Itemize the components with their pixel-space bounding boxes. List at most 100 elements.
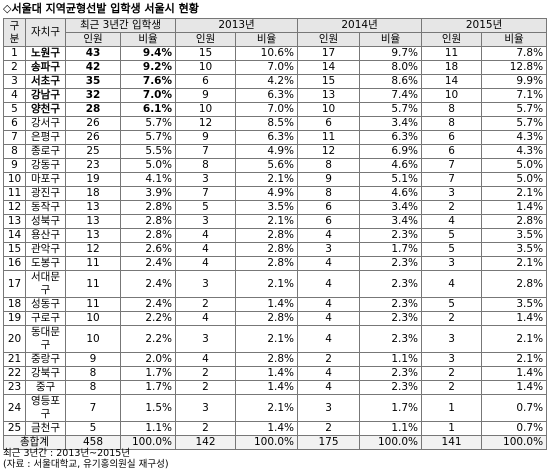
cell: 12 bbox=[297, 144, 361, 159]
table-row: 21 중랑구 9 2.0% 4 2.8% 2 1.1% 3 2.1% bbox=[3, 352, 548, 367]
district-cell: 도봉구 bbox=[25, 256, 66, 271]
cell: 2.1% bbox=[481, 352, 548, 367]
cell: 4.9% bbox=[235, 144, 299, 159]
table-row: 16 도봉구 11 2.4% 4 2.8% 4 2.3% 3 2.1% bbox=[3, 256, 548, 271]
district-cell: 광진구 bbox=[25, 186, 66, 201]
cell: 2 bbox=[3, 60, 26, 75]
cell: 4.6% bbox=[359, 186, 423, 201]
cell: 8 bbox=[297, 186, 361, 201]
cell: 1.4% bbox=[481, 380, 548, 395]
cell: 2.8% bbox=[235, 256, 299, 271]
cell: 2.3% bbox=[359, 311, 423, 326]
cell: 6 bbox=[297, 200, 361, 215]
cell: 2.1% bbox=[235, 172, 299, 187]
cell: 6 bbox=[421, 130, 483, 145]
total-cell: 100.0% bbox=[359, 435, 423, 450]
cell: 13 bbox=[297, 88, 361, 103]
cell: 1.4% bbox=[235, 297, 299, 312]
cell: 1.4% bbox=[235, 421, 299, 436]
cell: 0.7% bbox=[481, 394, 548, 422]
cell: 2.8% bbox=[481, 270, 548, 298]
cell: 6.3% bbox=[359, 130, 423, 145]
cell: 24 bbox=[3, 394, 26, 422]
cell: 2.8% bbox=[119, 214, 177, 229]
total-cell: 142 bbox=[175, 435, 237, 450]
cell: 7 bbox=[65, 394, 121, 422]
total-cell: 100.0% bbox=[119, 435, 177, 450]
cell: 4 bbox=[421, 270, 483, 298]
cell: 5.0% bbox=[481, 172, 548, 187]
table-row: 2 송파구 42 9.2% 10 7.0% 14 8.0% 18 12.8% bbox=[3, 60, 548, 75]
cell: 6 bbox=[297, 116, 361, 131]
table-row: 7 은평구 26 5.7% 9 6.3% 11 6.3% 6 4.3% bbox=[3, 130, 548, 145]
cell: 8.5% bbox=[235, 116, 299, 131]
cell: 15 bbox=[3, 242, 26, 257]
cell: 25 bbox=[3, 421, 26, 436]
cell: 8 bbox=[65, 380, 121, 395]
cell: 3 bbox=[297, 394, 361, 422]
header-row: 구분 자치구 최근 3년간 입학생 2013년 2014년 2015년 bbox=[3, 18, 548, 47]
cell: 4 bbox=[297, 380, 361, 395]
cell: 3.5% bbox=[481, 242, 548, 257]
table-row: 12 동작구 13 2.8% 5 3.5% 6 3.4% 2 1.4% bbox=[3, 200, 548, 215]
cell: 6.3% bbox=[235, 130, 299, 145]
cell: 35 bbox=[65, 74, 121, 89]
cell: 9.7% bbox=[359, 46, 423, 61]
cell: 2.2% bbox=[119, 325, 177, 353]
data-table: 구분 자치구 최근 3년간 입학생 2013년 2014년 2015년 인원 비율 인원 비율 인원… bbox=[3, 18, 548, 450]
header-cell: 2015년 bbox=[421, 18, 548, 33]
district-cell: 양천구 bbox=[25, 102, 66, 117]
cell: 9 bbox=[175, 88, 237, 103]
cell: 10 bbox=[421, 88, 483, 103]
cell: 8.6% bbox=[359, 74, 423, 89]
cell: 7 bbox=[421, 158, 483, 173]
district-cell: 성동구 bbox=[25, 297, 66, 312]
cell: 1.7% bbox=[119, 380, 177, 395]
cell: 23 bbox=[3, 380, 26, 395]
cell: 2.4% bbox=[119, 297, 177, 312]
cell: 8 bbox=[3, 144, 26, 159]
cell: 6 bbox=[175, 74, 237, 89]
cell: 9.2% bbox=[119, 60, 177, 75]
cell: 5.7% bbox=[119, 116, 177, 131]
cell: 11 bbox=[65, 297, 121, 312]
table-row: 24 영등포구 7 1.5% 3 2.1% 3 1.7% 1 0.7% bbox=[3, 394, 548, 422]
cell: 16 bbox=[3, 256, 26, 271]
cell: 25 bbox=[65, 144, 121, 159]
cell: 3.4% bbox=[359, 116, 423, 131]
cell: 4 bbox=[175, 228, 237, 243]
note: 최근 3년간 : 2013년~2015년 bbox=[3, 448, 131, 459]
cell: 1 bbox=[421, 421, 483, 436]
cell: 26 bbox=[65, 130, 121, 145]
cell: 1.1% bbox=[359, 421, 423, 436]
table-row: 19 구로구 10 2.2% 4 2.8% 4 2.3% 2 1.4% bbox=[3, 311, 548, 326]
cell: 0.7% bbox=[481, 421, 548, 436]
cell: 8 bbox=[421, 102, 483, 117]
cell: 2 bbox=[421, 366, 483, 381]
cell: 4.6% bbox=[359, 158, 423, 173]
cell: 2.8% bbox=[119, 200, 177, 215]
total-cell: 458 bbox=[65, 435, 121, 450]
cell: 2.1% bbox=[235, 325, 299, 353]
cell: 3 bbox=[3, 74, 26, 89]
cell: 3.4% bbox=[359, 200, 423, 215]
header-cell: 비율 bbox=[235, 32, 299, 47]
district-cell: 서대문구 bbox=[25, 270, 66, 298]
table-row: 5 양천구 28 6.1% 10 7.0% 10 5.7% 8 5.7% bbox=[3, 102, 548, 117]
cell: 2.3% bbox=[359, 270, 423, 298]
district-cell: 동작구 bbox=[25, 200, 66, 215]
cell: 2 bbox=[175, 380, 237, 395]
total-cell: 총합계 bbox=[3, 435, 66, 450]
cell: 2.1% bbox=[235, 214, 299, 229]
cell: 4 bbox=[421, 214, 483, 229]
cell: 4 bbox=[175, 311, 237, 326]
cell: 4 bbox=[297, 228, 361, 243]
cell: 1.7% bbox=[359, 394, 423, 422]
cell: 9 bbox=[175, 130, 237, 145]
cell: 9 bbox=[65, 352, 121, 367]
cell: 2.0% bbox=[119, 352, 177, 367]
cell: 1.4% bbox=[481, 311, 548, 326]
cell: 4 bbox=[3, 88, 26, 103]
cell: 4 bbox=[297, 270, 361, 298]
cell: 43 bbox=[65, 46, 121, 61]
